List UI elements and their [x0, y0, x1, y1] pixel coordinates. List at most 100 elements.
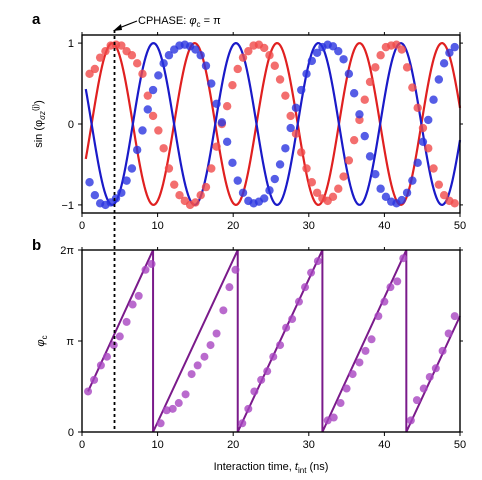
phase-data-point [84, 387, 93, 396]
panel-b-fits [87, 249, 461, 433]
phase-data-point [141, 265, 150, 274]
data-point-red [85, 69, 94, 79]
data-point-red [233, 64, 242, 74]
data-point-blue [270, 174, 279, 184]
phase-data-point [156, 419, 165, 428]
phase-data-point [444, 329, 453, 338]
panel-b-xlabel: Interaction time, tint (ns) [214, 461, 329, 475]
x-tick-label: 40 [378, 220, 390, 232]
phase-data-point [412, 396, 421, 405]
data-point-blue [349, 89, 359, 98]
phase-data-point [393, 277, 402, 286]
phase-data-point [307, 268, 316, 277]
panel-b-ylabel: φc [35, 335, 49, 346]
y-tick-label: 2π [60, 245, 74, 257]
data-point-blue [132, 145, 142, 155]
phase-data-point [90, 375, 99, 384]
data-point-red [281, 91, 290, 100]
data-point-red [101, 46, 110, 56]
annotation-text: CPHASE: φc = π [138, 15, 221, 29]
y-tick-label: 0 [68, 119, 74, 131]
phase-data-point [122, 317, 131, 326]
data-point-red [302, 164, 311, 173]
y-tick-label: π [66, 336, 74, 348]
data-point-red [434, 180, 444, 189]
data-point-red [408, 83, 417, 92]
data-point-blue [434, 75, 444, 84]
data-point-blue [365, 152, 375, 161]
x-tick-label: 40 [378, 439, 390, 451]
x-tick-label: 10 [151, 220, 163, 232]
panel-b-plot: 0 10 20 30 40 50 0 π 2π φc Interaction time, tin… [35, 245, 466, 475]
x-tick-label: 0 [79, 439, 85, 451]
data-point-blue [191, 45, 200, 54]
phase-fit-line [87, 249, 461, 433]
x-tick-label: 10 [151, 439, 163, 451]
phase-data-point [206, 341, 215, 350]
data-point-blue [334, 46, 343, 56]
x-tick-label: 30 [303, 220, 315, 232]
data-point-blue [297, 85, 306, 95]
data-point-red [117, 41, 126, 50]
data-point-blue [217, 118, 227, 127]
x-tick-label: 20 [227, 220, 239, 232]
annotation-arrow-head [113, 24, 122, 31]
data-point-blue [439, 59, 449, 68]
phase-data-point [219, 306, 228, 315]
data-point-red [360, 95, 369, 104]
x-tick-label: 30 [303, 439, 315, 451]
phase-data-point [361, 346, 370, 355]
phase-data-point [342, 384, 351, 393]
data-point-blue [143, 105, 152, 114]
data-point-red [371, 63, 380, 72]
phase-data-point [313, 257, 322, 266]
phase-data-point [147, 259, 156, 268]
data-point-blue [148, 85, 158, 95]
data-point-red [138, 69, 147, 79]
data-point-blue [122, 176, 131, 185]
data-point-red [143, 91, 152, 100]
data-point-red [170, 180, 179, 189]
data-point-red [175, 191, 184, 200]
data-point-red [159, 144, 168, 153]
data-point-blue [138, 126, 147, 135]
data-point-blue [228, 158, 237, 168]
phase-data-point [355, 358, 364, 367]
data-point-red [196, 191, 205, 200]
data-point-red [164, 164, 174, 173]
data-point-red [228, 80, 237, 90]
data-point-red [413, 103, 422, 113]
data-point-red [312, 188, 322, 197]
y-tick-label: 0 [68, 427, 74, 439]
annotation-arrow-shaft [118, 20, 138, 29]
data-point-red [365, 77, 375, 87]
data-point-blue [418, 137, 428, 146]
data-point-red [286, 111, 295, 121]
data-point-blue [371, 169, 380, 179]
data-point-red [90, 64, 100, 74]
data-point-blue [424, 115, 433, 125]
phase-data-point [115, 332, 124, 341]
data-point-red [402, 63, 412, 72]
data-point-blue [238, 188, 248, 197]
panel-b-ticks: 0 10 20 30 40 50 0 π 2π [60, 245, 466, 451]
data-point-red [392, 40, 401, 49]
data-point-blue [381, 192, 391, 202]
data-point-red [238, 53, 248, 62]
data-point-red [349, 135, 359, 145]
phase-data-point [96, 361, 105, 370]
x-tick-label: 0 [79, 220, 85, 232]
data-point-blue [402, 188, 412, 197]
data-point-red [275, 75, 285, 84]
phase-data-point [244, 404, 253, 413]
phase-data-point [231, 265, 240, 274]
phase-data-point [187, 370, 196, 379]
data-point-blue [196, 51, 205, 60]
data-point-blue [233, 176, 242, 185]
data-point-red [397, 45, 406, 54]
data-point-red [439, 191, 449, 200]
data-point-blue [355, 110, 364, 119]
phase-data-point [288, 315, 297, 324]
phase-data-point [386, 283, 395, 292]
phase-data-point [128, 300, 137, 309]
